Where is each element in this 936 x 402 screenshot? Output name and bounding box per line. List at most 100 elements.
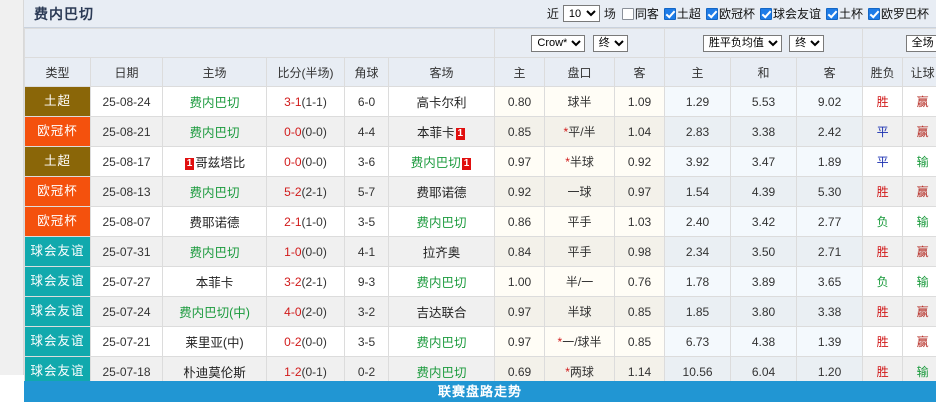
- filter-checkbox-tursuper[interactable]: [663, 7, 676, 20]
- league-trend-banner[interactable]: 联赛盘路走势: [24, 381, 936, 402]
- table-row[interactable]: 球会友谊 25-07-27 本菲卡 3-2(2-1) 9-3 费内巴切 1.00 半/一 0.7…: [24, 266, 936, 297]
- col-header-date: 日期: [90, 57, 163, 87]
- away-team-name[interactable]: 费内巴切: [416, 336, 467, 350]
- red-card-badge: 1: [455, 128, 466, 140]
- odds-draw: 4.39: [730, 176, 798, 207]
- home-team-cell: 莱里亚(中): [162, 326, 267, 357]
- away-team-name[interactable]: 吉达联合: [416, 306, 467, 320]
- handicap-away-value: 1.14: [627, 364, 652, 379]
- result-winloss: 负: [862, 266, 904, 297]
- table-row[interactable]: 球会友谊 25-07-21 莱里亚(中) 0-2(0-0) 3-5 费内巴切 0.97 *一/…: [24, 326, 936, 357]
- home-team-name[interactable]: 本菲卡: [195, 276, 234, 290]
- result-handicap: 输: [902, 146, 936, 177]
- home-team-cell: 费内巴切: [162, 176, 267, 207]
- away-team-name[interactable]: 费内巴切: [416, 216, 467, 230]
- handicap-line: *半球: [544, 146, 616, 177]
- corner-score: 6-0: [357, 94, 376, 109]
- filter-checkbox-ucl[interactable]: [705, 7, 718, 20]
- table-row[interactable]: 土超 25-08-24 费内巴切 3-1(1-1) 6-0 高卡尔利 0.80 球半 1.09 1…: [24, 86, 936, 117]
- result-winloss-value: 平: [876, 125, 889, 139]
- bookmaker-select[interactable]: Crow*: [531, 34, 586, 52]
- result-handicap: 赢: [902, 326, 936, 357]
- table-row[interactable]: 球会友谊 25-07-31 费内巴切 1-0(0-0) 4-1 拉齐奥 0.84 平手 0.98…: [24, 236, 936, 267]
- final-score: 3-2: [284, 274, 302, 289]
- corner-score: 3-5: [357, 334, 376, 349]
- col-header-type: 类型: [24, 57, 91, 87]
- league-tag[interactable]: 球会友谊: [25, 297, 90, 326]
- final-score: 5-2: [284, 184, 302, 199]
- odds-away: 3.65: [796, 266, 864, 297]
- match-date: 25-07-31: [90, 236, 163, 267]
- result-handicap: 赢: [902, 296, 936, 327]
- col-header-odds-draw: 和: [730, 57, 798, 87]
- handicap-line-value: 半/一: [565, 275, 594, 289]
- table-row[interactable]: 欧冠杯 25-08-07 费耶诺德 2-1(1-0) 3-5 费内巴切 0.86 平手 1.03…: [24, 206, 936, 237]
- handicap-home-odds: 0.85: [494, 116, 546, 147]
- filter-checkbox-clubfriendly[interactable]: [759, 7, 772, 20]
- home-team-name[interactable]: 朴迪莫伦斯: [183, 366, 246, 380]
- away-team-name[interactable]: 费内巴切: [410, 156, 461, 170]
- home-team-name[interactable]: 莱里亚(中): [185, 336, 244, 350]
- recent-count-select[interactable]: 10: [562, 5, 600, 22]
- home-team-name[interactable]: 费内巴切(中): [179, 306, 250, 320]
- away-team-cell: 费内巴切 1: [387, 146, 496, 177]
- same-venue-label: 同客: [634, 7, 659, 21]
- odds-home-value: 2.40: [685, 214, 710, 229]
- same-venue-checkbox[interactable]: [621, 7, 634, 20]
- home-team-name[interactable]: 哥兹塔比: [195, 156, 246, 170]
- handicap-period-select[interactable]: 终: [592, 34, 628, 52]
- league-tag-cell: 欧冠杯: [24, 176, 91, 207]
- away-team-name[interactable]: 高卡尔利: [416, 96, 467, 110]
- league-tag[interactable]: 球会友谊: [25, 327, 90, 356]
- filter-checkbox-uel[interactable]: [867, 7, 880, 20]
- handicap-away-odds: 0.76: [614, 266, 666, 297]
- odds-home: 1.78: [664, 266, 732, 297]
- match-date-text: 25-07-27: [102, 274, 151, 289]
- odds-home-value: 2.83: [685, 124, 710, 139]
- table-row[interactable]: 欧冠杯 25-08-13 费内巴切 5-2(2-1) 5-7 费耶诺德 0.92 一球 0.97…: [24, 176, 936, 207]
- odds-period-select[interactable]: 终: [789, 34, 825, 52]
- away-team-cell: 吉达联合: [387, 296, 496, 327]
- league-tag[interactable]: 球会友谊: [25, 267, 90, 296]
- result-winloss-value: 胜: [876, 365, 889, 379]
- filter-checkbox-turkishcup[interactable]: [825, 7, 838, 20]
- handicap-home-value: 1.00: [507, 274, 532, 289]
- home-team-name[interactable]: 费内巴切: [189, 246, 240, 260]
- league-tag[interactable]: 土超: [25, 147, 90, 176]
- league-tag[interactable]: 土超: [25, 87, 90, 116]
- handicap-away-odds: 1.09: [614, 86, 666, 117]
- home-team-cell: 费内巴切(中): [162, 296, 267, 327]
- home-team-name[interactable]: 费内巴切: [189, 126, 240, 140]
- handicap-controls-cell: Crow* 终: [494, 28, 666, 58]
- home-team-name[interactable]: 费内巴切: [189, 186, 240, 200]
- league-tag[interactable]: 欧冠杯: [25, 117, 90, 146]
- odds-type-select[interactable]: 胜平负均值: [702, 34, 782, 52]
- away-team-name[interactable]: 费内巴切: [416, 366, 467, 380]
- handicap-line: *平/半: [544, 116, 616, 147]
- score-cell: 5-2(2-1): [266, 176, 345, 207]
- result-handicap: 输: [902, 266, 936, 297]
- home-team-name[interactable]: 费耶诺德: [189, 216, 240, 230]
- away-team-name[interactable]: 费内巴切: [416, 276, 467, 290]
- away-team-name[interactable]: 拉齐奥: [422, 246, 461, 260]
- league-tag[interactable]: 球会友谊: [25, 237, 90, 266]
- handicap-away-odds: 0.98: [614, 236, 666, 267]
- table-row[interactable]: 土超 25-08-17 1 哥兹塔比 0-0(0-0) 3-6 费内巴切 1 0.97 *半球 0.…: [24, 146, 936, 177]
- handicap-away-value: 1.03: [627, 214, 652, 229]
- odds-home: 3.92: [664, 146, 732, 177]
- league-tag[interactable]: 球会友谊: [25, 357, 90, 386]
- league-tag[interactable]: 欧冠杯: [25, 177, 90, 206]
- handicap-home-value: 0.97: [507, 154, 532, 169]
- odds-away: 2.77: [796, 206, 864, 237]
- odds-home: 1.85: [664, 296, 732, 327]
- away-team-cell: 费耶诺德: [387, 176, 496, 207]
- odds-away-value: 1.89: [817, 154, 842, 169]
- table-row[interactable]: 球会友谊 25-07-24 费内巴切(中) 4-0(2-0) 3-2 吉达联合 0.97 半球…: [24, 296, 936, 327]
- result-winloss: 负: [862, 206, 904, 237]
- home-team-name[interactable]: 费内巴切: [189, 96, 240, 110]
- league-tag[interactable]: 欧冠杯: [25, 207, 90, 236]
- away-team-name[interactable]: 费耶诺德: [416, 186, 467, 200]
- away-team-name[interactable]: 本菲卡: [416, 126, 455, 140]
- scope-select[interactable]: 全场: [905, 34, 936, 52]
- table-row[interactable]: 欧冠杯 25-08-21 费内巴切 0-0(0-0) 4-4 本菲卡 1 0.85 *平/半 1.…: [24, 116, 936, 147]
